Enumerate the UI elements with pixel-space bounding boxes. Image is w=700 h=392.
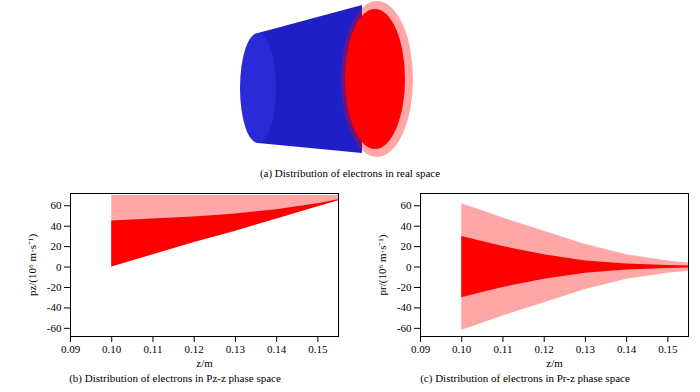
svg-text:0.13: 0.13 bbox=[226, 343, 246, 355]
svg-text:0.12: 0.12 bbox=[535, 343, 554, 355]
html-text:(b) Distribution of electrons: (b) Distribution of electrons in Pz-z ph… bbox=[69, 372, 281, 384]
svg-text:0.12: 0.12 bbox=[185, 343, 204, 355]
svg-text:40: 40 bbox=[51, 220, 63, 232]
svg-text:0.14: 0.14 bbox=[267, 343, 287, 355]
svg-text:0.15: 0.15 bbox=[658, 343, 678, 355]
svg-text:z/m: z/m bbox=[546, 357, 563, 369]
svg-text:pz/(10⁶ m·s⁻¹): pz/(10⁶ m·s⁻¹) bbox=[26, 234, 39, 296]
svg-text:60: 60 bbox=[51, 199, 63, 211]
svg-text:-20: -20 bbox=[397, 281, 412, 293]
svg-text:0: 0 bbox=[406, 261, 412, 273]
svg-text:0.10: 0.10 bbox=[452, 343, 472, 355]
svg-text:40: 40 bbox=[401, 220, 413, 232]
svg-text:0.11: 0.11 bbox=[494, 343, 513, 355]
svg-text:z/m: z/m bbox=[196, 357, 213, 369]
svg-text:20: 20 bbox=[401, 240, 413, 252]
svg-text:-60: -60 bbox=[397, 322, 412, 334]
svg-text:60: 60 bbox=[401, 199, 413, 211]
svg-text:0: 0 bbox=[56, 261, 62, 273]
svg-text:0.09: 0.09 bbox=[61, 343, 81, 355]
svg-text:-40: -40 bbox=[47, 301, 62, 313]
svg-text:-40: -40 bbox=[397, 301, 412, 313]
svg-text:20: 20 bbox=[51, 240, 63, 252]
html-text:(c) Distribution of electrons: (c) Distribution of electrons in Pr-z ph… bbox=[420, 372, 630, 384]
svg-text:0.13: 0.13 bbox=[576, 343, 596, 355]
svg-text:0.11: 0.11 bbox=[144, 343, 163, 355]
svg-text:0.14: 0.14 bbox=[617, 343, 637, 355]
svg-text:-20: -20 bbox=[47, 281, 62, 293]
svg-text:(a) Distribution of electrons: (a) Distribution of electrons in real sp… bbox=[260, 167, 440, 180]
svg-text:pr/(10⁶ m·s⁻¹): pr/(10⁶ m·s⁻¹) bbox=[376, 234, 389, 295]
svg-text:0.10: 0.10 bbox=[102, 343, 122, 355]
svg-text:0.09: 0.09 bbox=[411, 343, 431, 355]
svg-text:-60: -60 bbox=[47, 322, 62, 334]
svg-text:0.15: 0.15 bbox=[308, 343, 328, 355]
